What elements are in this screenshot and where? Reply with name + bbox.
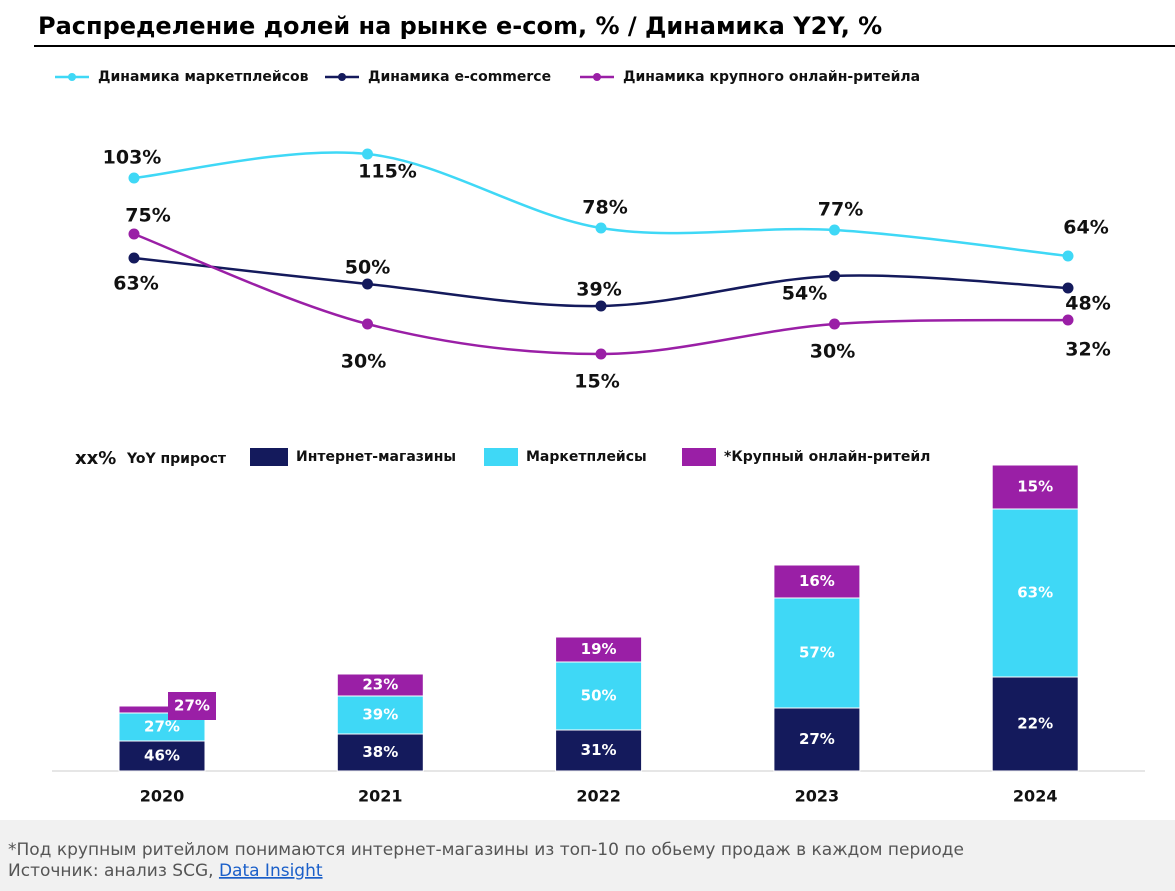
segment-label: 27%	[144, 718, 180, 736]
segment-label: 27%	[799, 730, 835, 748]
legend-dot	[593, 73, 601, 81]
data-label: 115%	[358, 161, 417, 183]
point	[829, 270, 840, 282]
data-label: 103%	[103, 147, 162, 169]
title: Распределение долей на рынке e-com, % / …	[38, 12, 882, 40]
data-label: 50%	[345, 257, 390, 279]
segment-label: 63%	[1017, 584, 1053, 602]
point	[595, 300, 607, 312]
segment-label: 16%	[799, 572, 835, 590]
bar-segment	[991, 508, 1079, 678]
point	[362, 148, 373, 160]
data-label: 63%	[113, 273, 158, 295]
segment-label: 23%	[362, 676, 398, 694]
legend-label: Динамика e-commerce	[368, 69, 551, 85]
legend-note-text: YoY прирост	[126, 451, 227, 467]
data-label: 54%	[782, 283, 827, 305]
bar-segment	[555, 636, 643, 663]
bar-segment	[991, 464, 1079, 510]
bar-segment	[773, 707, 861, 772]
point	[595, 348, 607, 360]
segment-label: 31%	[581, 741, 617, 759]
legend-dot	[338, 73, 346, 81]
point	[1062, 250, 1074, 262]
segment-label: 19%	[581, 640, 617, 658]
segment-label: 38%	[362, 743, 398, 761]
legend-label: Маркетплейсы	[526, 449, 647, 465]
data-label: 39%	[576, 279, 621, 301]
data-label: 32%	[1065, 339, 1110, 361]
point	[1062, 314, 1074, 326]
bar-segment	[773, 564, 861, 599]
point	[362, 278, 373, 290]
bar-segment	[991, 676, 1079, 772]
footer-bg	[0, 820, 1175, 891]
bar-segment	[555, 729, 643, 772]
x-tick-label: 2021	[358, 787, 403, 806]
data-label: 30%	[810, 341, 855, 363]
label-box	[168, 692, 216, 720]
point	[128, 252, 140, 264]
legend-label: *Крупный онлайн-ритейл	[724, 449, 930, 465]
legend-label: Динамика маркетплейсов	[98, 69, 309, 85]
segment-label: 57%	[799, 644, 835, 662]
legend-label: Интернет-магазины	[296, 449, 456, 465]
point	[128, 172, 140, 184]
source-link[interactable]: Data Insight	[219, 861, 323, 881]
segment-label: 46%	[144, 747, 180, 765]
segment-label: 39%	[362, 706, 398, 724]
bar-segment	[336, 673, 424, 697]
legend-label: Динамика крупного онлайн-ритейла	[623, 69, 920, 85]
data-label: 30%	[341, 351, 386, 373]
footnote: *Под крупным ритейлом понимаются интерне…	[8, 840, 964, 860]
x-tick-label: 2023	[795, 787, 840, 806]
point	[595, 222, 607, 234]
x-tick-label: 2022	[576, 787, 621, 806]
data-label: 75%	[125, 205, 170, 227]
x-tick-label: 2024	[1013, 787, 1058, 806]
segment-label: 50%	[581, 687, 617, 705]
legend-swatch	[682, 448, 716, 466]
bar-segment	[336, 733, 424, 772]
legend-swatch	[250, 448, 288, 466]
data-label: 48%	[1065, 293, 1110, 315]
segment-label: 27%	[174, 697, 210, 715]
data-label: 64%	[1063, 217, 1108, 239]
legend-dot	[68, 73, 76, 81]
bar-segment	[336, 695, 424, 735]
point	[1062, 282, 1074, 294]
data-label: 15%	[574, 371, 619, 393]
bar-segment	[773, 597, 861, 709]
legend-swatch	[484, 448, 518, 466]
source-prefix: Источник: анализ SCG,	[8, 861, 214, 881]
segment-label: 22%	[1017, 715, 1053, 733]
point	[829, 318, 840, 330]
source: Источник: анализ SCG, Data Insight	[8, 861, 323, 881]
segment-label: 15%	[1017, 478, 1053, 496]
data-label: 78%	[582, 197, 627, 219]
legend-note: xx%	[75, 448, 116, 469]
data-label: 77%	[818, 199, 863, 221]
point	[128, 228, 140, 240]
point	[362, 318, 373, 330]
point	[829, 224, 840, 236]
x-tick-label: 2020	[140, 787, 185, 806]
